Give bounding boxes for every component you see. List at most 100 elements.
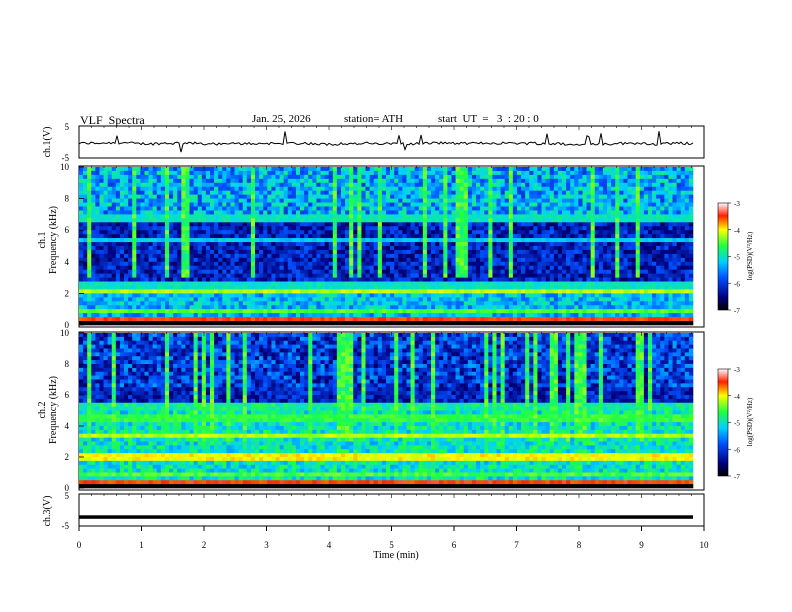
spectrogram-cell (627, 182, 632, 188)
spectrogram-cell (684, 246, 690, 251)
spectrogram-cell (365, 170, 370, 176)
spectrogram-cell (279, 218, 284, 223)
spectrogram-cell (602, 198, 608, 203)
spectrogram-cell (124, 218, 129, 223)
spectrogram-cell (177, 293, 182, 298)
spectrogram-cell (439, 273, 444, 278)
spectrogram-cell (386, 198, 391, 203)
spectrogram-cell (103, 234, 108, 239)
spectrogram-cell (300, 174, 305, 180)
spectrogram-cell (91, 230, 96, 235)
spectrogram-cell (275, 210, 280, 215)
spectrogram-cell (607, 198, 612, 203)
spectrogram-cell (426, 261, 432, 267)
spectrogram-cell (521, 218, 526, 223)
spectrogram-cell (250, 230, 256, 235)
spectrogram-cell (259, 182, 264, 188)
spectrogram-cell (455, 281, 460, 286)
spectrogram-cell (242, 234, 248, 239)
spectrogram-cell (394, 186, 399, 191)
spectrogram-cell (496, 234, 501, 239)
spectrogram-cell (238, 281, 244, 286)
spectrogram-cell (218, 269, 223, 274)
spectrogram-cell (627, 242, 632, 247)
spectrogram-cell (287, 222, 293, 227)
spectrogram-cell (255, 246, 260, 251)
spectrogram-cell (357, 178, 362, 184)
spectrogram-cell (635, 257, 641, 263)
spectrogram-cell (439, 293, 444, 298)
spectrogram-cell (79, 226, 84, 231)
spectrogram-cell (422, 222, 428, 227)
spectrogram-cell (365, 186, 370, 191)
spectrogram-cell (471, 182, 477, 188)
spectrogram-cell (619, 242, 624, 247)
spectrogram-cell (160, 253, 166, 259)
spectrogram-cell (324, 218, 329, 223)
spectrogram-cell (250, 198, 256, 203)
spectrogram-cell (201, 186, 207, 191)
spectrogram-cell (602, 182, 608, 188)
spectrogram-cell (312, 289, 317, 294)
spectrogram-cell (205, 297, 211, 302)
spectrogram-cell (218, 285, 223, 290)
spectrogram-cell (234, 174, 239, 180)
spectrogram-cell (676, 226, 682, 231)
spectrogram-cell (578, 261, 583, 267)
spectrogram-cell (361, 265, 366, 270)
spectrogram-cell (291, 186, 297, 191)
spectrogram-cell (193, 297, 198, 302)
spectrogram-cell (107, 238, 113, 243)
spectrogram-cell (95, 277, 100, 282)
spectrogram-cell (267, 289, 272, 294)
spectrogram-cell (177, 285, 182, 290)
spectrogram-cell (381, 222, 387, 227)
spectrogram-cell (471, 226, 477, 231)
spectrogram-cell (259, 277, 264, 282)
spectrogram-cell (255, 206, 260, 211)
spectrogram-cell (181, 218, 186, 223)
spectrogram-cell (308, 170, 313, 176)
spectrogram-cell (467, 238, 473, 243)
spectrogram-cell (95, 174, 100, 180)
spectrogram-cell (439, 253, 444, 259)
spectrogram-cell (566, 246, 571, 251)
spectrogram-cell (431, 253, 436, 259)
spectrogram-cell (87, 178, 92, 184)
spectrogram-cell (459, 170, 465, 176)
spectrogram-cell (263, 281, 268, 286)
spectrogram-cell (418, 293, 424, 298)
spectrogram-cell (185, 178, 190, 184)
spectrogram-cell (492, 242, 497, 247)
spectrogram-cell (267, 281, 272, 286)
spectrogram-cell (144, 257, 149, 263)
spectrogram-cell (541, 226, 546, 231)
spectrogram-cell (238, 230, 244, 235)
spectrogram-cell (287, 242, 293, 247)
spectrogram-cell (279, 194, 284, 199)
spectrogram-cell (480, 277, 485, 282)
spectrogram-cell (99, 206, 104, 211)
spectrogram-cell (553, 273, 559, 278)
spectrogram-cell (459, 178, 465, 184)
spectrogram-cell (684, 186, 690, 191)
spectrogram-cell (361, 230, 366, 235)
spectrogram-cell (492, 194, 497, 199)
spectrogram-cell (152, 178, 158, 184)
spectrogram-cell (132, 238, 137, 243)
spectrogram-cell (463, 269, 469, 274)
spectrogram-cell (451, 170, 456, 176)
spectrogram-cell (426, 174, 432, 180)
spectrogram-cell (611, 249, 616, 255)
spectrogram-cell (287, 273, 293, 278)
spectrogram-cell (394, 230, 399, 235)
spectrogram-cell (668, 174, 673, 180)
spectrogram-cell (652, 242, 657, 247)
spectrogram-cell (570, 253, 575, 259)
spectrogram-cell (181, 174, 186, 180)
spectrogram-cell (586, 226, 591, 231)
spectrogram-cell (553, 167, 559, 172)
spectrogram-cell (275, 178, 280, 184)
spectrogram-cell (451, 194, 456, 199)
spectrogram-cell (189, 253, 194, 259)
